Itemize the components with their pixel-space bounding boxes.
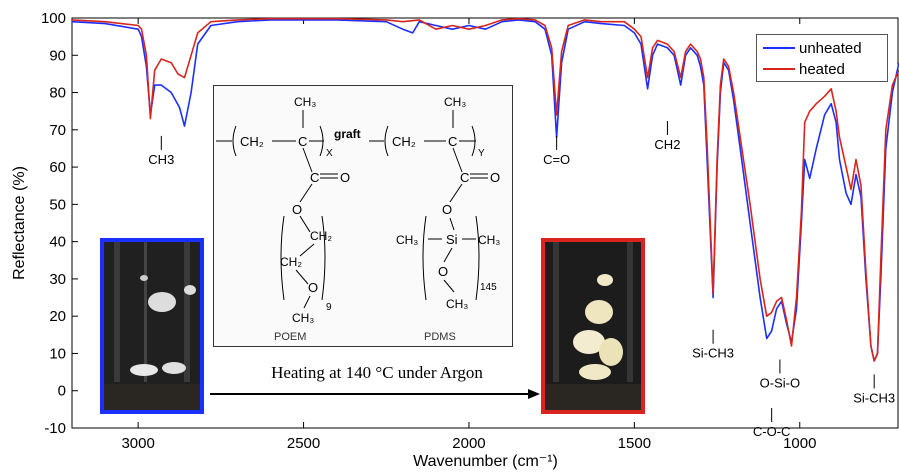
annotation-label: Si-CH3 bbox=[692, 346, 734, 361]
series-group bbox=[71, 17, 899, 362]
series-line-unheated bbox=[71, 19, 899, 362]
svg-text:O: O bbox=[292, 202, 302, 217]
svg-text:CH₂: CH₂ bbox=[280, 255, 302, 269]
svg-text:O: O bbox=[438, 264, 448, 279]
annotation-label: C=O bbox=[543, 152, 570, 167]
annotation-label: O-Si-O bbox=[760, 376, 800, 391]
x-tick-label: 3000 bbox=[121, 435, 154, 452]
legend-swatch-unheated bbox=[763, 47, 795, 49]
legend-item-heated: heated bbox=[763, 59, 845, 79]
svg-text:CH₂: CH₂ bbox=[310, 229, 332, 243]
subscript-y: Y bbox=[478, 148, 485, 159]
heated-sample-photo bbox=[541, 238, 645, 414]
y-tick-label: 100 bbox=[41, 10, 66, 27]
y-tick-label: 40 bbox=[49, 234, 66, 251]
x-tick-label: 2000 bbox=[452, 435, 485, 452]
y-tick-label: -10 bbox=[44, 420, 66, 437]
polymer-structure-inset: CH₂ C X graft CH₂ C Y CH₃ CH₃ C O O CH₂ … bbox=[213, 85, 513, 347]
svg-text:O: O bbox=[340, 170, 350, 185]
svg-text:C: C bbox=[310, 170, 319, 185]
annotation-label: Si-CH3 bbox=[853, 390, 895, 405]
y-tick-label: 70 bbox=[49, 122, 66, 139]
y-tick-label: 80 bbox=[49, 85, 66, 102]
y-tick-label: 50 bbox=[49, 196, 66, 213]
poem-repeat-count: 9 bbox=[326, 302, 332, 313]
svg-text:Si: Si bbox=[446, 232, 458, 247]
y-tick-label: 30 bbox=[49, 271, 66, 288]
axes: 3000 2500 2000 1500 100010090807060504030201… bbox=[41, 10, 899, 452]
x-tick-label: 1000 bbox=[783, 435, 816, 452]
svg-text:CH₂: CH₂ bbox=[240, 134, 264, 149]
series-line-heated bbox=[71, 17, 899, 362]
svg-text:C: C bbox=[298, 134, 307, 149]
pdms-label: PDMS bbox=[424, 331, 456, 343]
svg-text:C: C bbox=[448, 134, 457, 149]
legend-swatch-heated bbox=[763, 68, 795, 70]
legend-item-unheated: unheated bbox=[763, 38, 862, 58]
legend-label-unheated: unheated bbox=[799, 39, 862, 57]
svg-text:CH₃: CH₃ bbox=[446, 297, 468, 311]
annotation-label: C-O-C bbox=[753, 424, 791, 439]
heating-caption: Heating at 140 °C under Argon bbox=[271, 363, 483, 382]
svg-text:CH₃: CH₃ bbox=[292, 311, 314, 325]
poem-label: POEM bbox=[274, 331, 306, 343]
pdms-repeat-count: 145 bbox=[480, 282, 497, 293]
x-tick-label: 2500 bbox=[287, 435, 320, 452]
y-tick-label: 0 bbox=[58, 383, 66, 400]
unheated-sample-photo bbox=[100, 238, 204, 414]
x-axis-label: Wavenumber (cm⁻¹) bbox=[413, 453, 558, 470]
legend: unheated heated bbox=[756, 34, 888, 82]
polymer-structure-drawing: CH₂ C X graft CH₂ C Y CH₃ CH₃ C O O CH₂ … bbox=[216, 95, 500, 343]
svg-text:CH₃: CH₃ bbox=[444, 95, 466, 109]
y-tick-label: 90 bbox=[49, 47, 66, 64]
annotation-label: CH3 bbox=[148, 152, 174, 167]
plot-frame bbox=[71, 17, 899, 429]
svg-text:CH₂: CH₂ bbox=[392, 134, 416, 149]
svg-text:CH₃: CH₃ bbox=[478, 233, 500, 247]
svg-text:C: C bbox=[460, 170, 469, 185]
annotation-label: CH2 bbox=[654, 137, 680, 152]
y-axis-label: Reflectance (%) bbox=[11, 166, 28, 280]
svg-text:O: O bbox=[490, 170, 500, 185]
svg-text:O: O bbox=[308, 280, 318, 295]
svg-text:CH₃: CH₃ bbox=[396, 233, 418, 247]
annotations: CH3 C=O CH2 Si-CH3 O-Si-O C-O-C Si-CH3 bbox=[148, 121, 895, 439]
legend-label-heated: heated bbox=[799, 60, 845, 78]
y-tick-label: 10 bbox=[49, 345, 66, 362]
graft-label: graft bbox=[334, 127, 361, 141]
subscript-x: X bbox=[326, 148, 333, 159]
y-tick-label: 20 bbox=[49, 308, 66, 325]
svg-text:CH₃: CH₃ bbox=[294, 95, 316, 109]
svg-text:O: O bbox=[442, 202, 452, 217]
x-tick-label: 1500 bbox=[618, 435, 651, 452]
y-tick-label: 60 bbox=[49, 159, 66, 176]
